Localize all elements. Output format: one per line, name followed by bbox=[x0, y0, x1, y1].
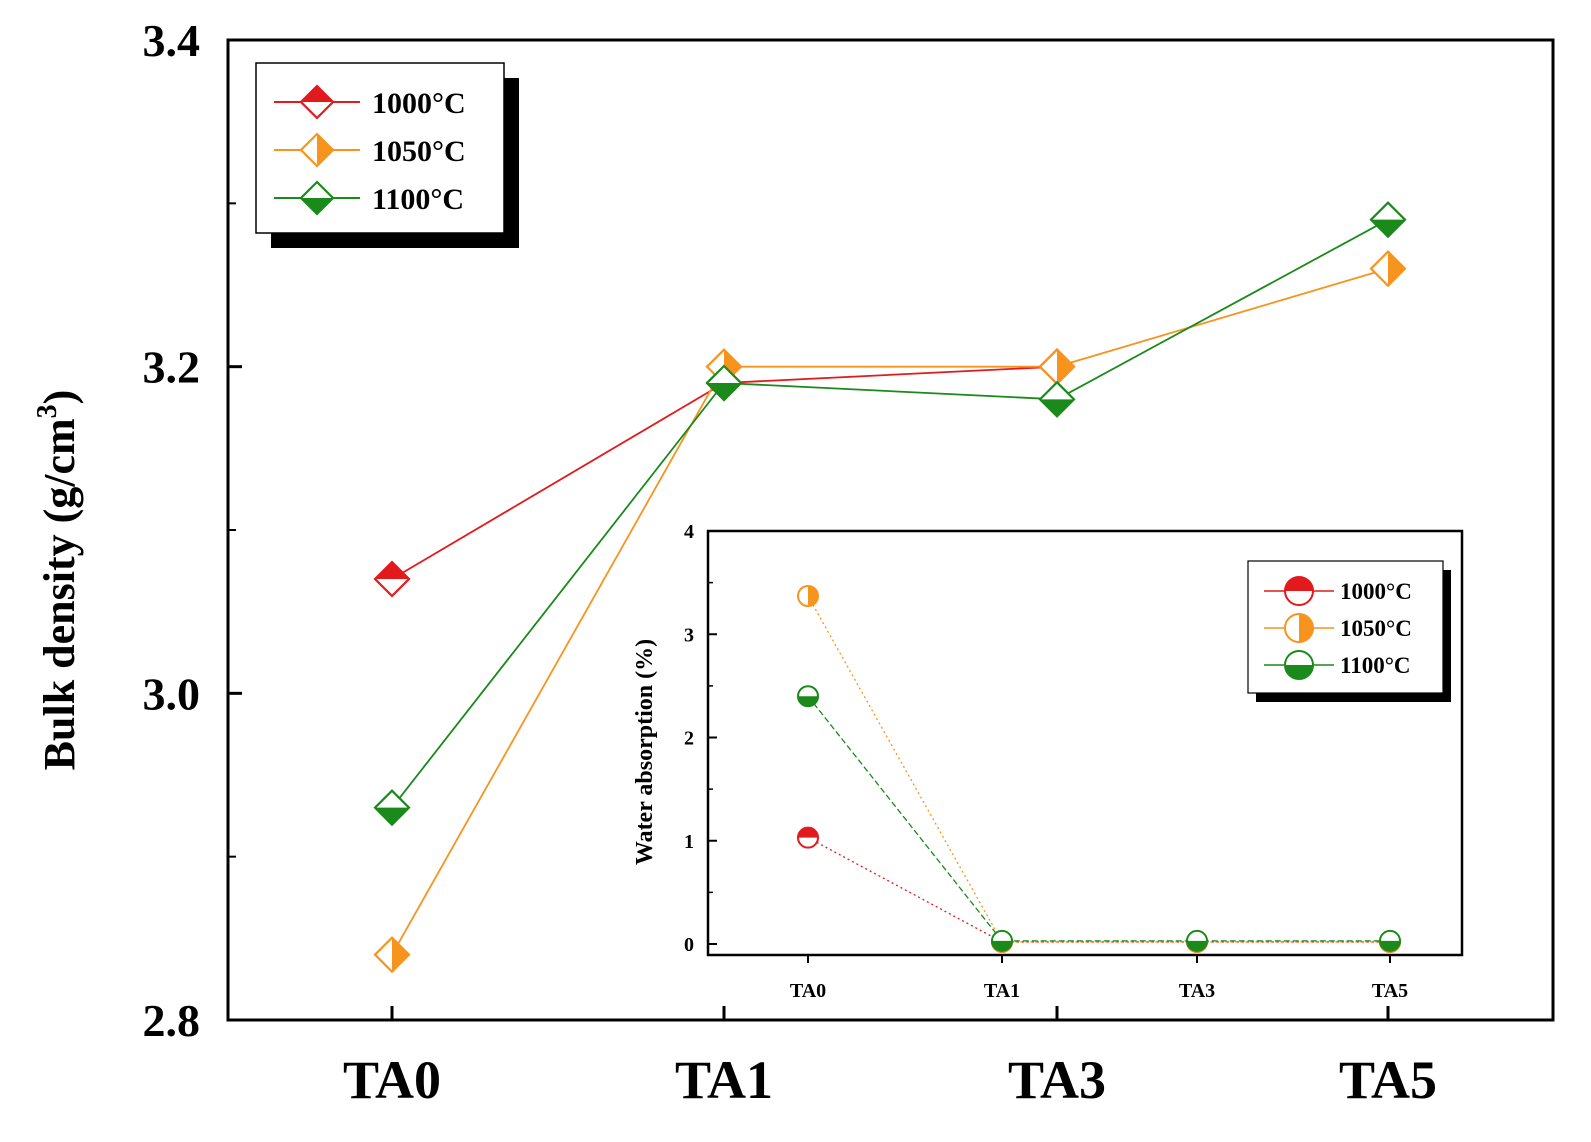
inset-y-tick-label: 4 bbox=[684, 521, 694, 543]
inset-data-point bbox=[1379, 929, 1401, 952]
main-x-tick-label: TA1 bbox=[675, 1050, 773, 1110]
main-chart: 2.8 3.0 3.2 3.4 TA0 TA1 TA3 TA5 Bulk density (g/… bbox=[32, 15, 1555, 1110]
inset-data-point bbox=[797, 685, 819, 708]
inset-data-point bbox=[797, 826, 819, 849]
inset-legend-marker bbox=[1284, 650, 1314, 680]
main-y-axis-label-sup: 3 bbox=[32, 404, 63, 418]
main-y-tick-label: 3.0 bbox=[143, 668, 201, 719]
inset-legend: 1000°C 1050°C 1100°C bbox=[1247, 560, 1451, 702]
main-data-point bbox=[1369, 250, 1407, 288]
main-y-tick-label: 3.2 bbox=[143, 342, 201, 393]
main-x-tick-label: TA3 bbox=[1008, 1050, 1106, 1110]
inset-legend-box bbox=[1247, 560, 1444, 694]
main-series-line bbox=[391, 267, 1389, 956]
main-legend-label: 1100°C bbox=[372, 183, 464, 216]
main-legend-marker bbox=[299, 132, 335, 168]
inset-data-point bbox=[1186, 929, 1208, 952]
inset-data-point bbox=[991, 929, 1013, 952]
main-legend-label: 1000°C bbox=[372, 87, 466, 120]
main-y-axis-label: Bulk density (g/cm3) bbox=[32, 390, 84, 771]
inset-legend-marker bbox=[1284, 613, 1314, 643]
main-data-point bbox=[1038, 348, 1076, 386]
inset-y-axis-label: Water absorption (%) bbox=[632, 639, 658, 865]
main-data-point bbox=[1369, 201, 1407, 239]
main-data-point bbox=[373, 560, 411, 598]
main-legend-marker bbox=[299, 84, 335, 120]
inset-legend-label: 1000°C bbox=[1340, 579, 1412, 604]
inset-x-tick-label: TA0 bbox=[790, 980, 826, 1002]
main-y-axis-label-text: Bulk density (g/cm bbox=[35, 418, 84, 770]
inset-series-line bbox=[807, 837, 1390, 943]
main-y-tick-label: 2.8 bbox=[143, 995, 201, 1046]
main-legend-box bbox=[255, 62, 505, 234]
main-data-point bbox=[1038, 380, 1076, 418]
inset-plot-frame bbox=[706, 529, 1464, 957]
main-x-tick-label: TA5 bbox=[1339, 1050, 1437, 1110]
inset-y-tick-label: 3 bbox=[684, 624, 694, 646]
inset-legend-label: 1100°C bbox=[1340, 653, 1411, 678]
main-data-point bbox=[373, 789, 411, 827]
inset-x-tick-label: TA3 bbox=[1179, 980, 1215, 1002]
main-legend-marker bbox=[299, 180, 335, 216]
main-x-tick-label: TA0 bbox=[343, 1050, 441, 1110]
main-series-line bbox=[391, 218, 1389, 809]
main-y-tick-label: 3.4 bbox=[143, 15, 201, 66]
main-legend: 1000°C 1050°C 1100°C bbox=[255, 62, 519, 248]
inset-y-tick-label: 0 bbox=[684, 934, 694, 956]
main-data-point bbox=[705, 364, 743, 402]
inset-data-point bbox=[797, 585, 819, 608]
inset-y-tick-label: 1 bbox=[684, 831, 694, 853]
main-data-point bbox=[373, 936, 411, 974]
main-y-axis-label-close: ) bbox=[35, 390, 84, 405]
inset-x-tick-label: TA5 bbox=[1372, 980, 1408, 1002]
inset-y-tick-label: 2 bbox=[684, 728, 694, 750]
inset-legend-label: 1050°C bbox=[1340, 616, 1412, 641]
inset-series-line bbox=[807, 695, 1390, 942]
inset-legend-marker bbox=[1284, 576, 1314, 606]
main-legend-label: 1050°C bbox=[372, 135, 466, 168]
inset-chart: 0 1 2 3 4 TA0 TA1 TA3 TA5 Water absorption (%) 100… bbox=[632, 521, 1464, 1002]
inset-x-tick-label: TA1 bbox=[984, 980, 1020, 1002]
